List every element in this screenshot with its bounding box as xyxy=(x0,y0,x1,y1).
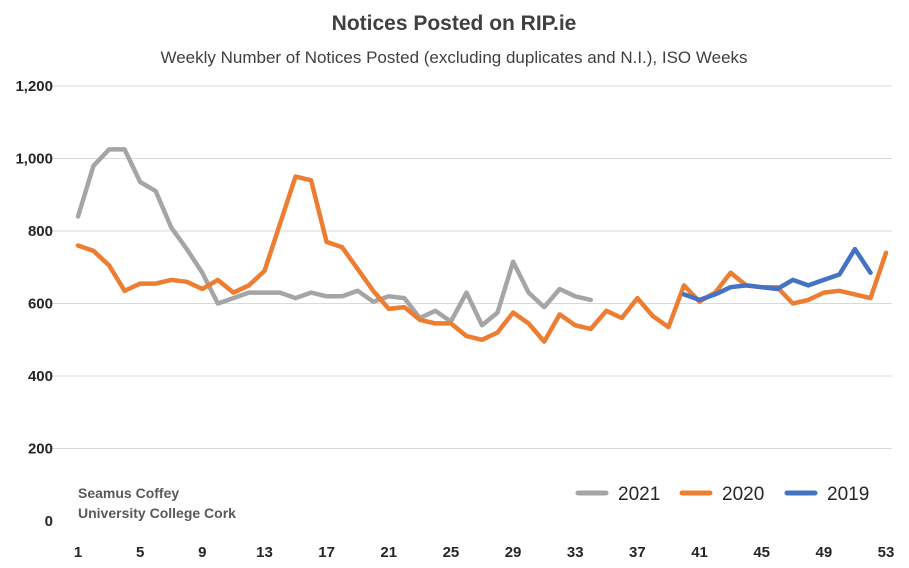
x-tick-label: 37 xyxy=(629,544,646,561)
x-tick-label: 49 xyxy=(816,544,833,561)
chart-title: Notices Posted on RIP.ie xyxy=(332,12,577,35)
y-tick-label: 1,000 xyxy=(15,151,53,168)
series-line-2020 xyxy=(75,174,889,344)
x-tick-label: 5 xyxy=(136,544,144,561)
gridlines xyxy=(50,85,892,449)
x-tick-label: 9 xyxy=(198,544,206,561)
y-tick-label: 400 xyxy=(28,368,53,385)
x-tick-label: 33 xyxy=(567,544,584,561)
series-line-2021 xyxy=(75,147,594,328)
y-tick-label: 0 xyxy=(45,513,53,530)
y-tick-label: 200 xyxy=(28,441,53,458)
credit-institution: University College Cork xyxy=(78,505,236,521)
x-tick-label: 25 xyxy=(443,544,460,561)
x-tick-label: 29 xyxy=(505,544,522,561)
chart-subtitle: Weekly Number of Notices Posted (excludi… xyxy=(160,48,747,67)
x-tick-label: 53 xyxy=(878,544,895,561)
x-tick-label: 17 xyxy=(318,544,335,561)
legend-label-2021: 2021 xyxy=(618,484,660,505)
x-tick-label: 41 xyxy=(691,544,708,561)
x-tick-label: 45 xyxy=(753,544,770,561)
legend-label-2020: 2020 xyxy=(722,484,764,505)
y-tick-label: 600 xyxy=(28,296,53,313)
x-tick-label: 21 xyxy=(380,544,397,561)
y-tick-label: 800 xyxy=(28,223,53,240)
x-tick-label: 1 xyxy=(74,544,82,561)
y-tick-label: 1,200 xyxy=(15,78,53,95)
x-axis: 1 5 9 13 17 21 25 29 33 37 41 45 49 53 xyxy=(74,544,895,561)
x-tick-label: 13 xyxy=(256,544,273,561)
series-line-2019 xyxy=(681,246,873,303)
credit-author: Seamus Coffey xyxy=(78,485,179,501)
legend-label-2019: 2019 xyxy=(827,484,869,505)
plot-area xyxy=(75,147,889,344)
y-axis: 0 200 400 600 800 1,000 1,200 xyxy=(15,78,53,530)
legend: 2021 2020 2019 xyxy=(575,484,869,505)
